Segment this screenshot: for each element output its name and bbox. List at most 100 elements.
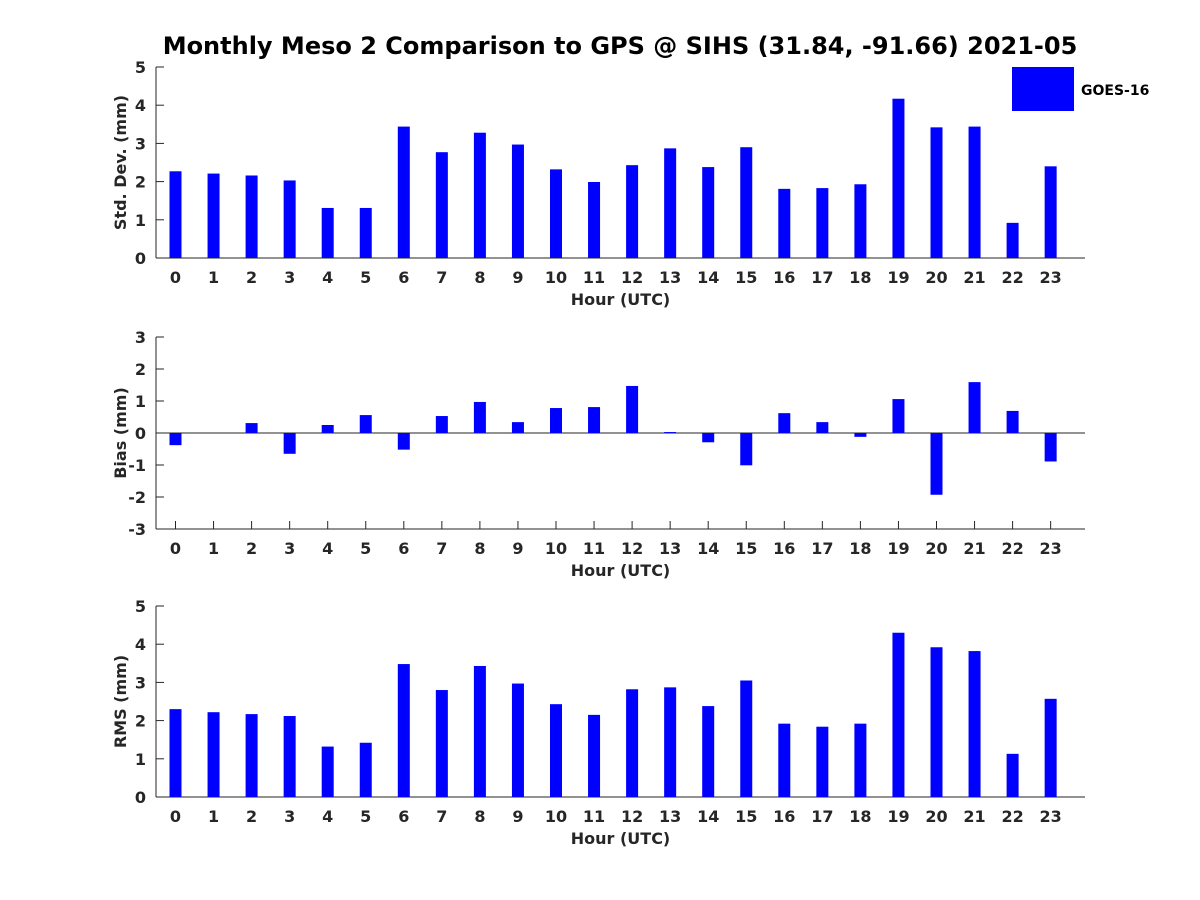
bias-bar: [854, 433, 867, 437]
rms-y-tick-label: 0: [135, 788, 146, 807]
rms-bar: [1044, 698, 1057, 797]
bias-y-tick-label: -2: [128, 488, 146, 507]
rms-bar: [854, 723, 867, 797]
rms-bar: [1006, 753, 1019, 797]
std-dev-bar: [283, 180, 296, 258]
rms-bar: [169, 709, 182, 797]
rms-x-tick-label: 7: [436, 807, 447, 826]
rms-y-tick-label: 3: [135, 673, 146, 692]
std-dev-bar: [511, 144, 524, 258]
bias-bar: [359, 415, 372, 433]
bias-x-tick-label: 12: [621, 539, 643, 558]
bias-x-tick-label: 13: [659, 539, 681, 558]
std-dev-bar: [245, 175, 258, 258]
rms-x-tick-label: 12: [621, 807, 643, 826]
rms-bar: [930, 647, 943, 797]
std-dev-bar: [359, 207, 372, 258]
bias-bar: [930, 433, 943, 495]
std-dev-bar: [1044, 166, 1057, 258]
std-dev-bar: [321, 207, 334, 258]
rms-x-tick-label: 11: [583, 807, 605, 826]
rms-bar: [588, 714, 601, 797]
rms-x-tick-label: 1: [208, 807, 219, 826]
legend: GOES-16: [1012, 67, 1149, 111]
bias-bar: [778, 413, 791, 433]
std-dev-x-tick-label: 7: [436, 268, 447, 287]
bias-x-tick-label: 21: [963, 539, 985, 558]
std-dev-x-tick-label: 3: [284, 268, 295, 287]
rms-bar: [245, 714, 258, 797]
std-dev-bar: [626, 165, 639, 258]
bias-x-tick-label: 0: [170, 539, 181, 558]
std-dev-y-tick-label: 3: [135, 134, 146, 153]
bias-bar: [283, 433, 296, 454]
bias-bar: [511, 422, 524, 433]
rms-y-tick-label: 2: [135, 712, 146, 731]
std-dev-x-tick-label: 6: [398, 268, 409, 287]
bias-y-tick-label: 0: [135, 424, 146, 443]
rms-x-axis-label: Hour (UTC): [571, 829, 671, 848]
std-dev-x-tick-label: 17: [811, 268, 833, 287]
bias-bar: [1044, 433, 1057, 462]
rms-y-tick-label: 4: [135, 635, 146, 654]
bias-x-tick-label: 23: [1040, 539, 1062, 558]
std-dev-bar: [169, 171, 182, 258]
std-dev-x-tick-label: 1: [208, 268, 219, 287]
bias-bar: [169, 433, 182, 446]
std-dev-y-tick-label: 4: [135, 96, 146, 115]
rms-bar: [550, 704, 562, 797]
bias-bar: [892, 399, 905, 433]
rms-x-tick-label: 5: [360, 807, 371, 826]
std-dev-x-tick-label: 15: [735, 268, 757, 287]
bias-y-tick-label: 3: [135, 328, 146, 347]
rms-bar: [283, 716, 296, 797]
std-dev-y-tick-label: 0: [135, 249, 146, 268]
rms-x-tick-label: 3: [284, 807, 295, 826]
std-dev-bar: [968, 126, 981, 258]
bias-x-tick-label: 17: [811, 539, 833, 558]
rms-y-axis-label: RMS (mm): [111, 655, 130, 748]
std-dev-x-tick-label: 2: [246, 268, 257, 287]
rms-x-tick-label: 14: [697, 807, 719, 826]
rms-bar: [740, 680, 753, 797]
rms-x-tick-label: 16: [773, 807, 795, 826]
rms-x-tick-label: 17: [811, 807, 833, 826]
std-dev-x-tick-label: 0: [170, 268, 181, 287]
rms-bar: [816, 726, 829, 797]
bias-bar: [664, 432, 677, 433]
rms-y-tick-label: 5: [135, 597, 146, 616]
bias-x-tick-label: 3: [284, 539, 295, 558]
bias-bar: [588, 407, 601, 433]
bias-bar: [968, 382, 981, 433]
rms-x-tick-label: 0: [170, 807, 181, 826]
rms-bar: [511, 683, 524, 797]
bias-x-tick-label: 2: [246, 539, 257, 558]
bias-bar: [473, 401, 486, 433]
rms-x-tick-label: 15: [735, 807, 757, 826]
rms-x-tick-label: 21: [963, 807, 985, 826]
std-dev-y-tick-label: 1: [135, 211, 146, 230]
bias-bar: [626, 385, 639, 433]
std-dev-bar: [854, 184, 867, 258]
rms-x-tick-label: 4: [322, 807, 333, 826]
std-dev-bar: [207, 173, 220, 258]
bias-x-tick-label: 19: [887, 539, 909, 558]
std-dev-x-tick-label: 11: [583, 268, 605, 287]
std-dev-bar: [816, 188, 829, 258]
bias-bar: [1006, 410, 1019, 433]
rms-x-tick-label: 20: [925, 807, 947, 826]
std-dev-x-tick-label: 8: [474, 268, 485, 287]
std-dev-x-tick-label: 16: [773, 268, 795, 287]
rms-bar: [473, 665, 486, 797]
bias-x-tick-label: 15: [735, 539, 757, 558]
rms-x-tick-label: 6: [398, 807, 409, 826]
std-dev-x-tick-label: 21: [963, 268, 985, 287]
std-dev-bar: [550, 169, 562, 258]
std-dev-x-tick-label: 5: [360, 268, 371, 287]
rms-bar: [207, 712, 220, 797]
rms-bar: [435, 690, 448, 797]
bias-x-tick-label: 16: [773, 539, 795, 558]
